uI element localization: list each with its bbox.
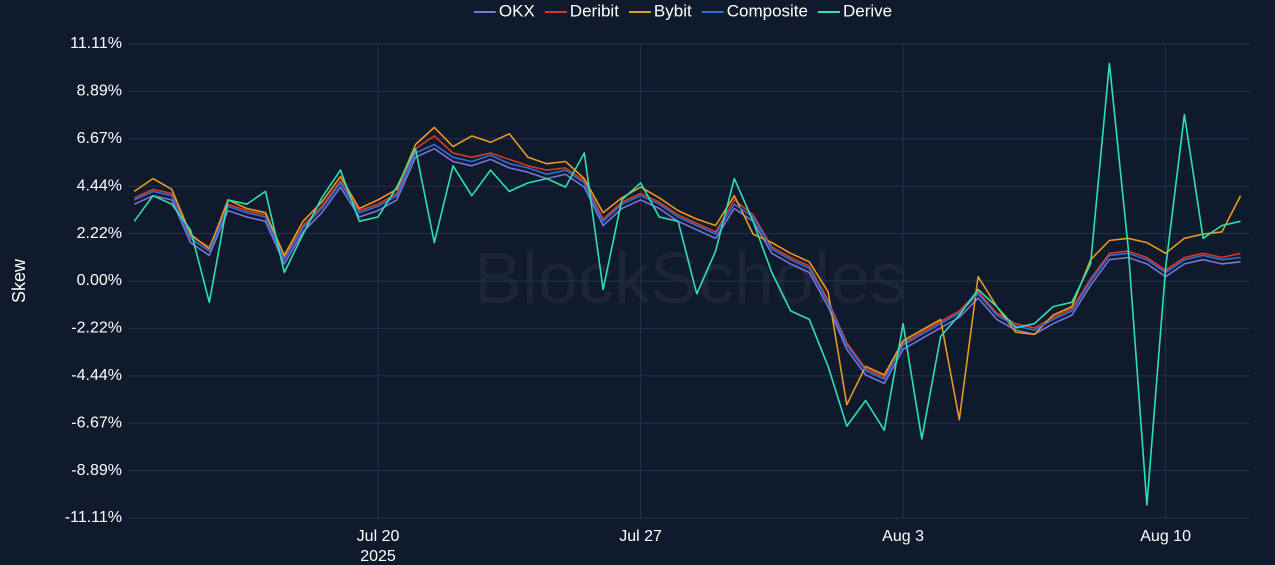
legend-label: Deribit (570, 1, 619, 20)
y-tick-label: 11.11% (70, 35, 122, 52)
y-tick-label: 2.22% (77, 225, 122, 242)
x-year-label: 2025 (360, 548, 396, 565)
y-tick-label: -8.89% (71, 462, 122, 479)
series-line (133, 143, 1241, 380)
y-tick-label: -11.11% (65, 509, 122, 526)
y-axis-label: Skew (9, 258, 29, 303)
series-line (133, 135, 1241, 378)
legend-label: Bybit (654, 1, 692, 20)
y-tick-label: -4.44% (71, 367, 122, 384)
legend: OKX Deribit Bybit Composite Derive (473, 1, 892, 20)
y-tick-label: -2.22% (71, 320, 122, 337)
x-tick-label: Aug 10 (1140, 528, 1191, 545)
series-line (133, 62, 1241, 506)
legend-label: Composite (727, 1, 808, 20)
x-tick-label: Jul 20 (357, 528, 400, 545)
x-tick-label: Jul 27 (619, 528, 662, 545)
y-tick-label: 4.44% (77, 178, 122, 195)
y-tick-label: 8.89% (77, 83, 122, 100)
watermark: BlockScholes (474, 239, 906, 319)
legend-label: Derive (843, 1, 892, 20)
series-line (133, 147, 1241, 385)
y-tick-label: 6.67% (77, 130, 122, 147)
legend-label: OKX (499, 1, 535, 20)
y-tick-label: 0.00% (77, 272, 122, 289)
y-tick-label: -6.67% (71, 415, 122, 432)
x-tick-label: Aug 3 (882, 528, 924, 545)
